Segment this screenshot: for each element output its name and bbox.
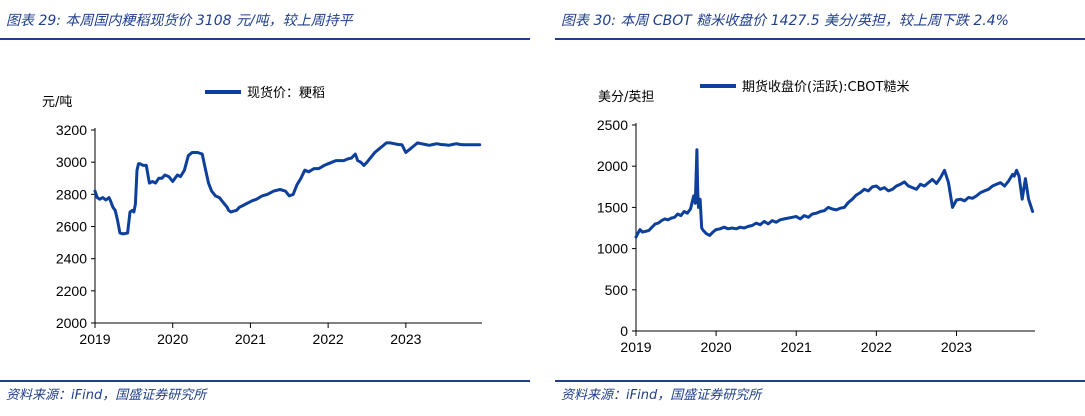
series-line xyxy=(93,141,482,236)
series-line xyxy=(634,148,1035,239)
figure-29-source: 资料来源：iFind，国盛证券研究所 xyxy=(6,388,207,403)
y-tick-label: 2800 xyxy=(56,186,87,202)
x-tick-label: 2023 xyxy=(941,339,972,355)
figure-30-panel: 图表 30: 本周 CBOT 糙米收盘价 1427.5 美分/英担，较上周下跌 … xyxy=(555,0,1085,416)
caption-divider xyxy=(555,38,1085,40)
legend-label: 期货收盘价(活跃):CBOT糙米 xyxy=(742,79,909,95)
y-tick-label: 3000 xyxy=(56,154,87,170)
japonica-rice-spot-price-chart: 元/吨 现货价：粳稻 2000 2200 2400 2600 2800 3000 3200 201… xyxy=(42,85,482,347)
figure-30-source: 资料来源：iFind，国盛证券研究所 xyxy=(561,388,762,403)
x-tick-label: 2023 xyxy=(390,331,421,347)
x-tick-label: 2022 xyxy=(861,339,892,355)
y-tick-label: 2400 xyxy=(56,251,87,267)
y-tick-label: 2000 xyxy=(597,158,628,174)
x-tick-label: 2021 xyxy=(781,339,812,355)
cbot-rough-rice-futures-chart: 美分/英担 期货收盘价(活跃):CBOT糙米 0 500 1000 1500 2000 250… xyxy=(597,79,1035,355)
y-axis-unit-label: 元/吨 xyxy=(42,95,72,110)
x-tick-label: 2019 xyxy=(620,339,651,355)
y-tick-label: 2000 xyxy=(56,315,87,331)
figure-29-panel: 图表 29: 本周国内粳稻现货价 3108 元/吨，较上周持平 元/吨 现货价：粳… xyxy=(0,0,530,416)
x-tick-label: 2020 xyxy=(701,339,732,355)
figure-29-caption: 图表 29: 本周国内粳稻现货价 3108 元/吨，较上周持平 xyxy=(6,13,353,29)
source-divider xyxy=(555,380,1085,382)
y-tick-label: 500 xyxy=(605,282,629,298)
x-tick-label: 2019 xyxy=(79,331,110,347)
figure-30-caption: 图表 30: 本周 CBOT 糙米收盘价 1427.5 美分/英担，较上周下跌 … xyxy=(561,13,1009,29)
x-tick-label: 2021 xyxy=(235,331,266,347)
x-tick-label: 2020 xyxy=(157,331,188,347)
y-tick-label: 2200 xyxy=(56,283,87,299)
y-tick-label: 1000 xyxy=(597,241,628,257)
y-tick-label: 2500 xyxy=(597,117,628,133)
caption-divider xyxy=(0,38,530,40)
legend-label: 现货价：粳稻 xyxy=(247,85,325,101)
x-tick-label: 2022 xyxy=(313,331,344,347)
y-tick-label: 2600 xyxy=(56,219,87,235)
source-divider xyxy=(0,380,530,382)
y-tick-label: 0 xyxy=(620,323,628,339)
y-tick-label: 1500 xyxy=(597,199,628,215)
y-tick-label: 3200 xyxy=(56,122,87,138)
y-axis-unit-label: 美分/英担 xyxy=(598,90,654,105)
